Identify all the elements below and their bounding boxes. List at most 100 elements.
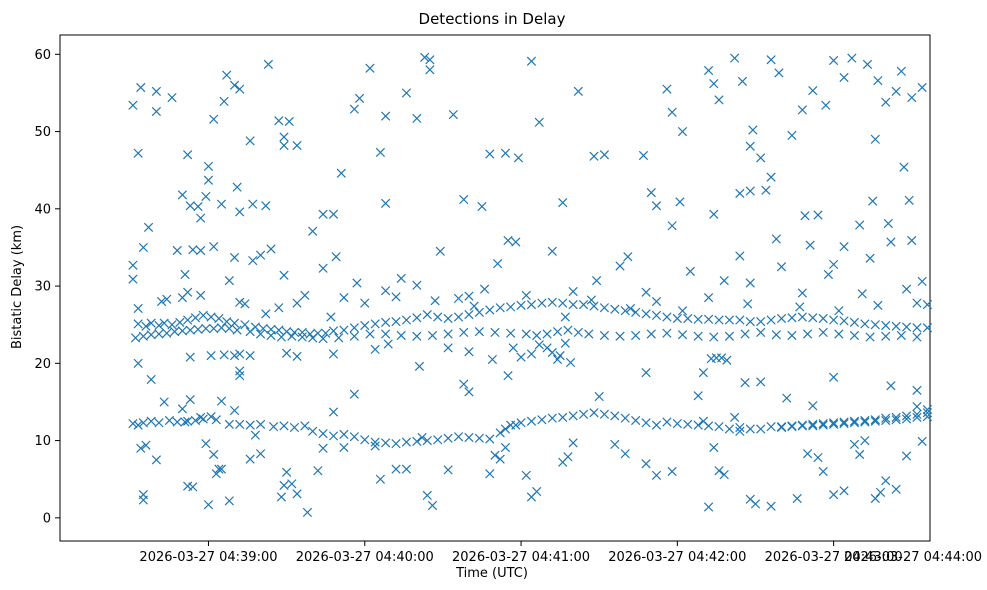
data-point-marker [245,327,255,337]
data-point-marker [828,418,839,428]
data-point-marker [677,126,688,137]
data-point-marker [464,432,474,443]
data-point-marker [547,413,557,423]
data-point-marker [709,442,719,453]
data-point-marker [250,430,260,440]
data-point-marker [151,86,162,97]
data-point-marker [745,186,755,196]
data-point-marker [808,313,818,323]
x-tick-label: 2026-03-27 04:40:00 [296,550,434,565]
data-point-marker [500,442,511,453]
data-point-marker [443,313,453,324]
data-point-marker [719,276,729,286]
data-point-marker [500,424,511,434]
data-point-marker [318,209,328,219]
data-point-marker [300,290,310,300]
data-point-marker [133,148,143,158]
data-point-marker [289,327,300,338]
data-point-marker [771,330,781,340]
data-point-marker [453,432,464,442]
data-point-marker [235,84,245,94]
data-point-marker [235,366,245,376]
data-point-marker [716,353,727,363]
data-point-marker [128,100,138,110]
data-point-marker [370,319,380,329]
data-point-marker [594,391,604,402]
data-point-marker [422,435,432,446]
data-point-marker [430,296,440,306]
data-point-marker [133,319,143,329]
data-point-marker [159,397,169,407]
data-point-marker [766,55,776,65]
data-point-marker [568,438,578,448]
data-point-marker [599,409,610,419]
data-point-marker [138,242,148,253]
data-point-marker [266,330,276,341]
data-point-marker [745,424,755,434]
data-point-marker [761,185,771,195]
data-point-marker [516,300,526,311]
data-point-marker [245,454,255,464]
chart-title: Detections in Delay [419,10,566,28]
data-point-marker [203,175,214,185]
data-point-marker [279,140,289,151]
data-point-marker [224,276,234,286]
data-point-marker [620,306,630,316]
data-point-marker [912,385,922,395]
data-point-marker [677,330,688,340]
data-point-marker [506,328,516,338]
data-point-marker [219,350,229,360]
data-point-marker [881,331,891,341]
data-point-marker [133,420,143,430]
data-point-marker [276,332,287,342]
data-point-marker [693,331,703,341]
data-point-marker [839,486,849,496]
data-point-marker [464,387,474,397]
data-point-marker [172,417,182,427]
data-point-marker [610,411,620,421]
data-point-marker [881,97,891,107]
data-point-marker [766,315,776,325]
data-point-marker [201,191,211,202]
data-point-marker [370,441,380,451]
data-point-marker [391,292,401,302]
data-point-marker [901,451,912,461]
data-point-marker [255,250,266,260]
data-point-marker [255,419,266,429]
data-point-marker [821,100,831,110]
data-point-marker [787,330,797,341]
data-point-marker [172,245,182,256]
x-tick-label: 2026-03-27 04:44:00 [844,550,982,565]
data-point-marker [891,412,901,423]
data-point-marker [503,371,513,381]
data-point-marker [912,409,922,419]
data-point-marker [745,316,755,327]
data-point-marker [620,449,630,459]
data-point-marker [289,422,300,433]
data-point-marker [868,196,878,206]
data-point-marker [261,309,271,319]
data-point-marker [216,323,227,333]
data-point-marker [146,374,156,385]
data-point-marker [683,313,693,324]
data-point-marker [206,411,216,422]
data-point-marker [229,252,240,263]
data-point-marker [584,329,594,339]
data-point-marker [485,469,495,479]
data-point-marker [313,466,323,476]
y-axis: 0 10 20 30 40 50 60 [34,48,60,526]
data-point-marker [391,464,401,474]
data-point-marker [339,293,349,303]
data-point-marker [255,449,266,459]
data-point-marker [847,53,857,63]
data-point-marker [828,419,839,429]
data-point-marker [828,490,839,500]
data-point-marker [216,199,227,209]
data-point-marker [292,351,302,361]
data-point-marker [443,329,453,339]
data-point-marker [326,312,336,322]
data-point-marker [703,314,714,324]
data-point-marker [391,439,401,449]
data-point-marker [422,310,432,320]
